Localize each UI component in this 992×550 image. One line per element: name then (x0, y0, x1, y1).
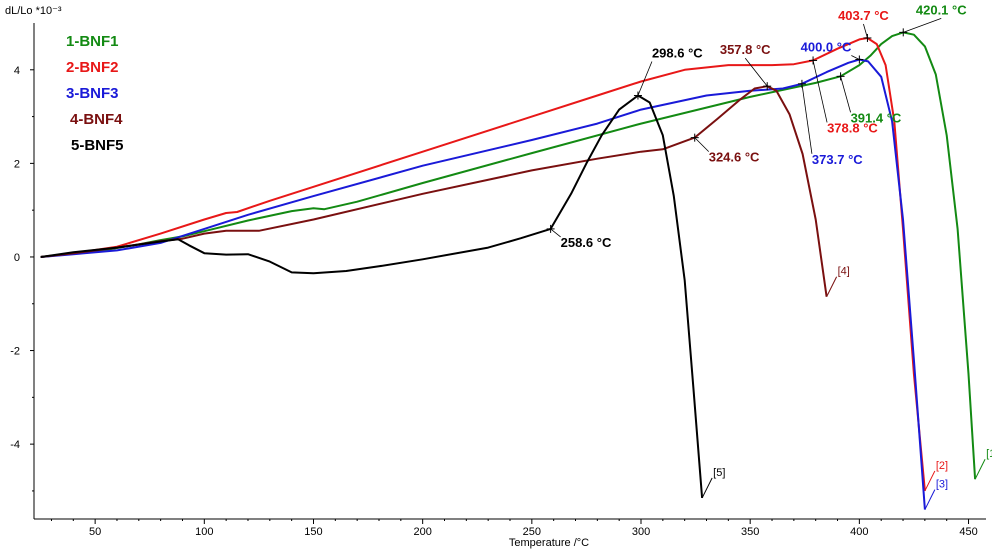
annotation-leader (694, 137, 710, 152)
annotation-label: 324.6 °C (709, 150, 760, 165)
chart-axes: 50 100 150 200 250 300 350 400 450 4 2 0 -2 -4 (10, 23, 986, 538)
series-line-2 (40, 37, 926, 491)
annotation-leader (840, 76, 851, 113)
annotation-label: 258.6 °C (561, 235, 612, 250)
series-line-3 (40, 58, 926, 510)
annotation-label: 400.0 °C (801, 39, 852, 54)
x-tick-label: 200 (413, 526, 431, 538)
x-tick-label: 150 (304, 526, 322, 538)
y-tick-label: -2 (10, 346, 20, 358)
x-tick-label: 450 (959, 526, 977, 538)
series-end-leader (826, 276, 838, 297)
series-line-5 (40, 94, 704, 498)
y-tick-label: 4 (14, 65, 20, 77)
annotation-label: 403.7 °C (838, 8, 889, 23)
x-tick-label: 400 (850, 526, 868, 538)
annotation-leader (851, 55, 860, 60)
annotation-label: 373.7 °C (812, 152, 863, 167)
annotation-leader (637, 61, 653, 96)
legend-entry: 4-BNF4 (70, 111, 123, 128)
series-end-leader (924, 470, 936, 492)
series-end-label: [2] (936, 460, 948, 472)
series-end-label: [5] (713, 467, 725, 479)
legend-entry: 2-BNF2 (66, 59, 119, 76)
series-end-leader (701, 477, 713, 499)
x-tick-label: 300 (632, 526, 650, 538)
annotation-label: 357.8 °C (720, 42, 771, 57)
annotation-leader (903, 17, 942, 33)
annotation-leader (863, 23, 868, 39)
series-line-4 (40, 85, 828, 297)
series-end-leader (974, 459, 986, 480)
y-tick-label: -4 (10, 439, 20, 451)
legend: 1-BNF1 2-BNF2 3-BNF3 4-BNF4 5-BNF5 (66, 33, 124, 154)
legend-entry: 3-BNF3 (66, 85, 119, 102)
x-axis-title: Temperature /°C (509, 537, 589, 549)
series-end-leader (924, 489, 936, 510)
annotation-layer: 420.1 °C 391.4 °C 403.7 °C 378.8 °C 400.0 °C… (546, 2, 967, 250)
series-end-label: [3] (936, 479, 948, 491)
legend-entry: 1-BNF1 (66, 33, 119, 50)
annotation-label: 420.1 °C (916, 2, 967, 17)
series-end-label: [4] (838, 266, 850, 278)
y-tick-label: 0 (14, 252, 20, 264)
annotation-leader (801, 83, 813, 154)
annotation-label: 378.8 °C (827, 120, 878, 135)
x-tick-label: 100 (195, 526, 213, 538)
y-axis-title: dL/Lo *10⁻³ (5, 5, 62, 17)
annotation-leader (812, 60, 828, 123)
legend-entry: 5-BNF5 (71, 137, 124, 154)
x-tick-label: 250 (523, 526, 541, 538)
series-layer: [1] [2] [3] [4] [5] (40, 31, 992, 510)
series-line-1 (40, 31, 977, 480)
x-tick-label: 50 (89, 526, 101, 538)
annotation-label: 391.4 °C (851, 110, 902, 125)
x-tick-label: 350 (741, 526, 759, 538)
y-tick-label: 2 (14, 158, 20, 170)
annotation-label: 298.6 °C (652, 46, 703, 61)
series-end-label: [1] (986, 448, 992, 460)
annotation-leader (744, 57, 768, 87)
annotation-leader (550, 228, 561, 238)
